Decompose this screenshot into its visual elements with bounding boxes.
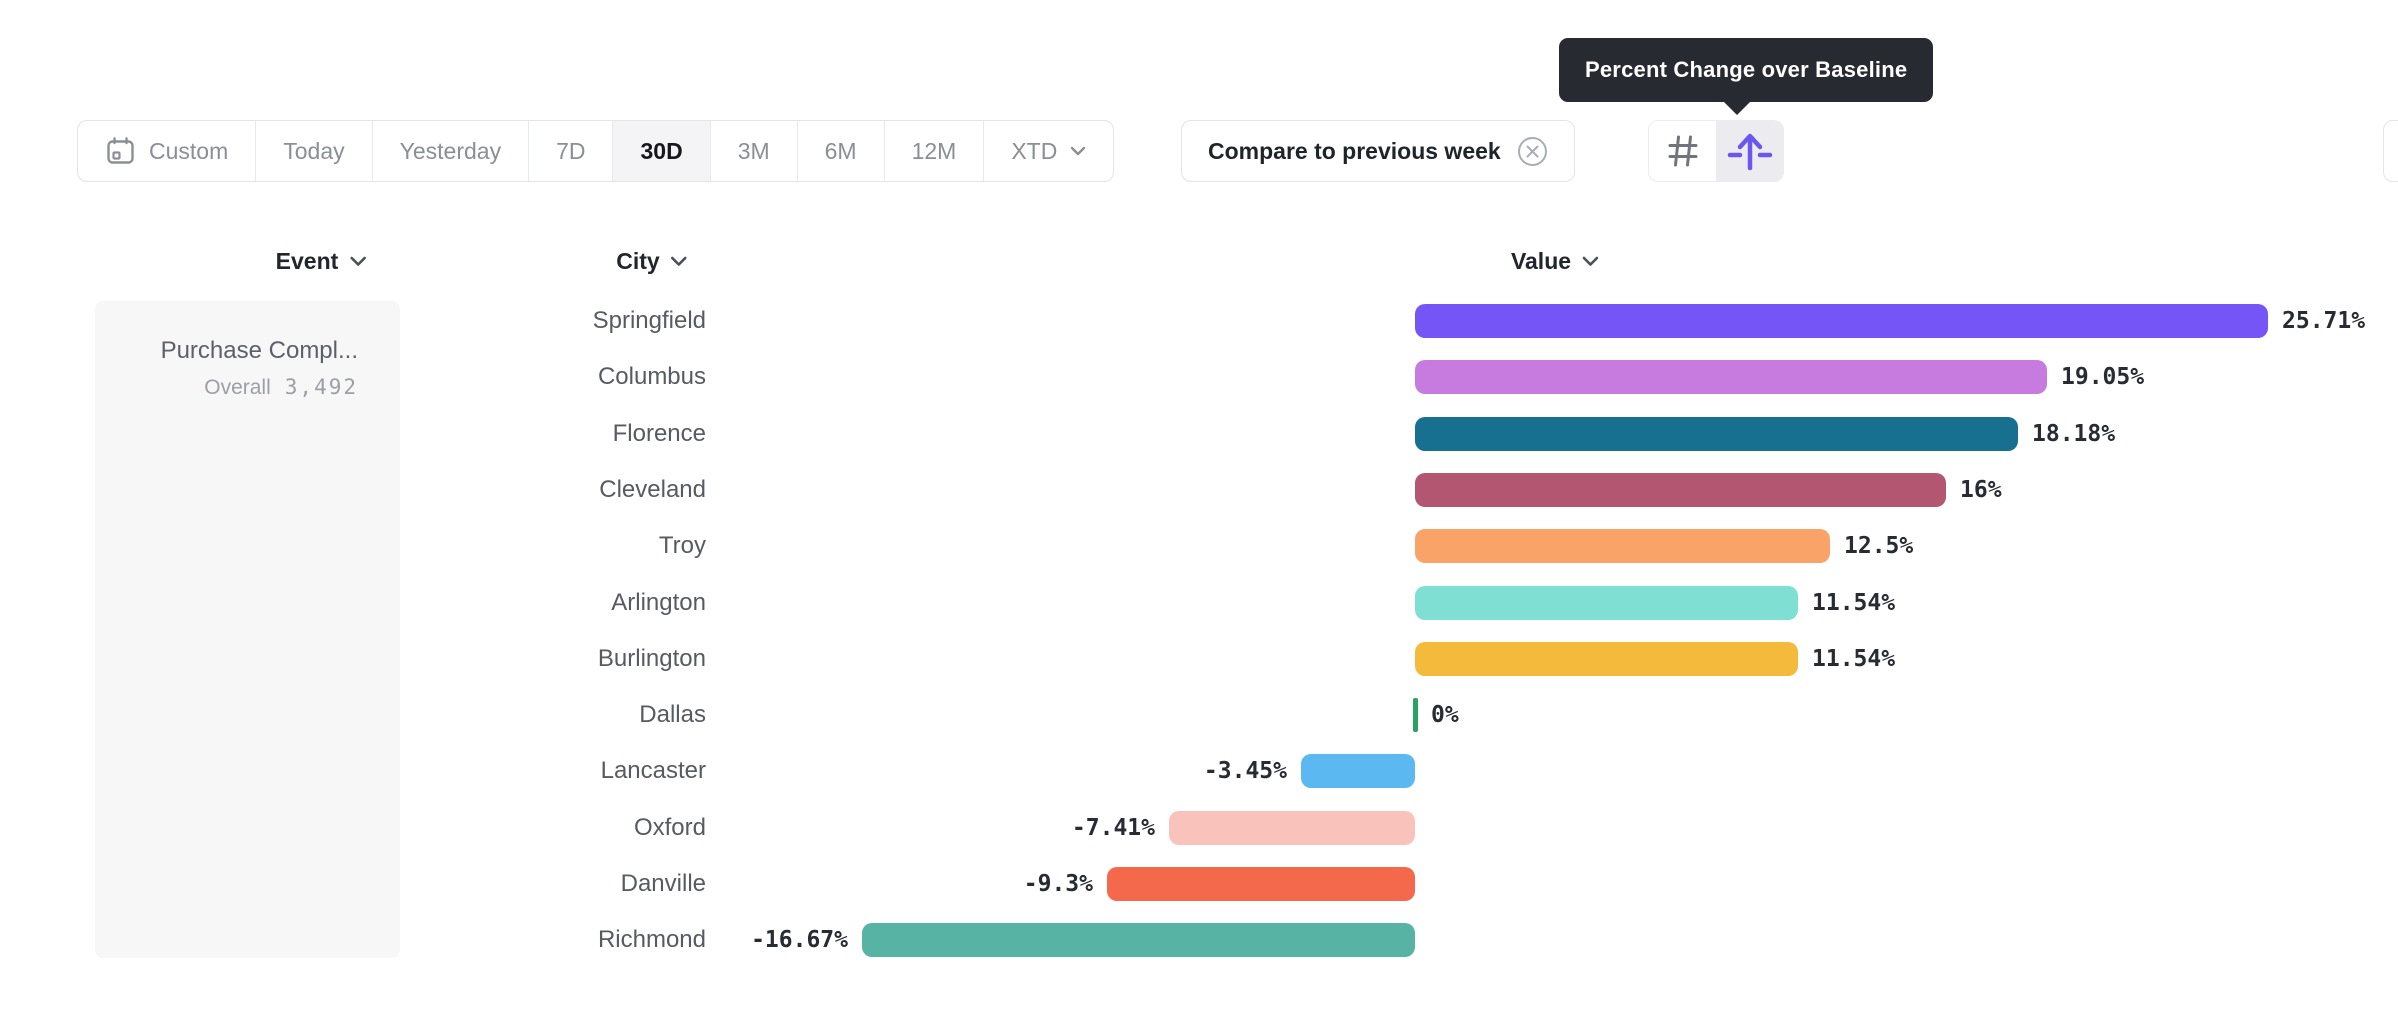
city-label: Columbus [597,363,706,390]
tooltip-caret [1722,100,1752,115]
date-range-7d[interactable]: 7D [528,121,612,181]
table-row: Lancaster -3.45% [0,743,2398,799]
event-name: Purchase Compl... [160,337,358,364]
date-range-30d[interactable]: 30D [612,121,710,181]
value-label: 12.5% [1844,533,1914,559]
value-label: -3.45% [1203,758,1287,784]
date-range-label: 6M [824,137,857,164]
arrow-up-baseline-icon [1727,128,1773,174]
value-label: 16% [1960,477,2002,503]
value-bar[interactable] [862,923,1415,957]
city-label: Florence [612,420,706,447]
value-bar[interactable] [1415,304,2268,338]
date-range-xtd[interactable]: XTD [983,121,1113,181]
date-range-label: 12M [911,137,957,164]
value-label: 0% [1431,702,1459,728]
table-row: Danville -9.3% [0,856,2398,912]
clipped-right-button[interactable] [2383,120,2398,182]
value-label: 25.71% [2282,308,2366,334]
chevron-down-icon [349,256,366,267]
date-range-label: Custom [149,137,229,164]
percent-change-view-button[interactable] [1716,121,1783,181]
city-label: Arlington [611,589,706,616]
value-label: -7.41% [1071,815,1155,841]
calendar-icon [105,136,136,167]
table-row: Florence 18.18% [0,406,2398,462]
table-row: Dallas 0% [0,687,2398,743]
chevron-down-icon [671,256,688,267]
circle-x-icon[interactable] [1517,136,1548,167]
date-range-3m[interactable]: 3M [709,121,797,181]
value-label: 19.05% [2061,364,2145,390]
value-label: 18.18% [2032,421,2116,447]
value-bar[interactable] [1301,754,1415,788]
column-header-city[interactable]: City [616,248,688,275]
table-row: Cleveland 16% [0,462,2398,518]
date-range-label: 7D [556,137,586,164]
table-row: Oxford -7.41% [0,800,2398,856]
event-panel[interactable]: Purchase Compl... Overall 3,492 [95,301,400,958]
value-bar[interactable] [1169,811,1415,845]
compare-label: Compare to previous week [1208,137,1501,164]
table-row: Richmond -16.67% [0,912,2398,968]
value-bar[interactable] [1107,867,1415,901]
city-label: Troy [658,532,706,559]
value-bar[interactable] [1415,642,1798,676]
column-header-city-label: City [616,248,660,274]
date-range-12m[interactable]: 12M [883,121,984,181]
date-range-today[interactable]: Today [255,121,371,181]
value-bar[interactable] [1415,586,1798,620]
value-label: 11.54% [1812,590,1896,616]
city-label: Danville [620,870,706,897]
date-range-label: Today [283,137,345,164]
event-overall-label: Overall [204,376,271,399]
date-range-yesterday[interactable]: Yesterday [371,121,528,181]
value-bar[interactable] [1415,473,1946,507]
hash-icon [1664,132,1702,170]
date-range-label: 3M [737,137,770,164]
value-bar[interactable] [1415,417,2018,451]
column-header-value[interactable]: Value [1511,248,1599,275]
tooltip-text: Percent Change over Baseline [1585,57,1908,82]
value-label: 11.54% [1812,646,1896,672]
city-label: Springfield [592,307,706,334]
numbers-view-button[interactable] [1649,121,1716,181]
chart-view-toggle [1648,120,1784,182]
chevron-down-icon [1582,256,1599,267]
city-label: Oxford [633,814,706,841]
chevron-down-icon [1070,146,1086,156]
city-label: Cleveland [599,476,706,503]
table-row: Columbus 19.05% [0,349,2398,405]
city-label: Burlington [597,645,706,672]
value-bar[interactable] [1413,698,1418,732]
event-overall-value: 3,492 [284,375,358,399]
city-label: Dallas [639,701,706,728]
date-range-selector: Custom Today Yesterday 7D 30D 3M 6M 12M XTD [77,120,1115,182]
city-label: Richmond [597,926,706,953]
value-bar[interactable] [1415,529,1830,563]
date-range-6m[interactable]: 6M [796,121,884,181]
date-range-label: 30D [640,137,683,164]
table-row: Springfield 25.71% [0,293,2398,349]
date-range-label: Yesterday [399,137,502,164]
value-label: -9.3% [1023,871,1093,897]
column-header-event[interactable]: Event [276,248,367,275]
date-range-custom[interactable]: Custom [78,121,255,181]
compare-button[interactable]: Compare to previous week [1181,120,1575,182]
value-label: -16.67% [751,927,848,953]
column-header-event-label: Event [275,248,339,274]
value-bar[interactable] [1415,360,2047,394]
city-label: Lancaster [600,757,706,784]
column-header-value-label: Value [1510,248,1572,274]
tooltip: Percent Change over Baseline [1559,38,1934,102]
table-row: Burlington 11.54% [0,631,2398,687]
event-overall: Overall 3,492 [95,375,358,400]
table-row: Troy 12.5% [0,518,2398,574]
table-row: Arlington 11.54% [0,575,2398,631]
date-range-label: XTD [1011,137,1058,164]
